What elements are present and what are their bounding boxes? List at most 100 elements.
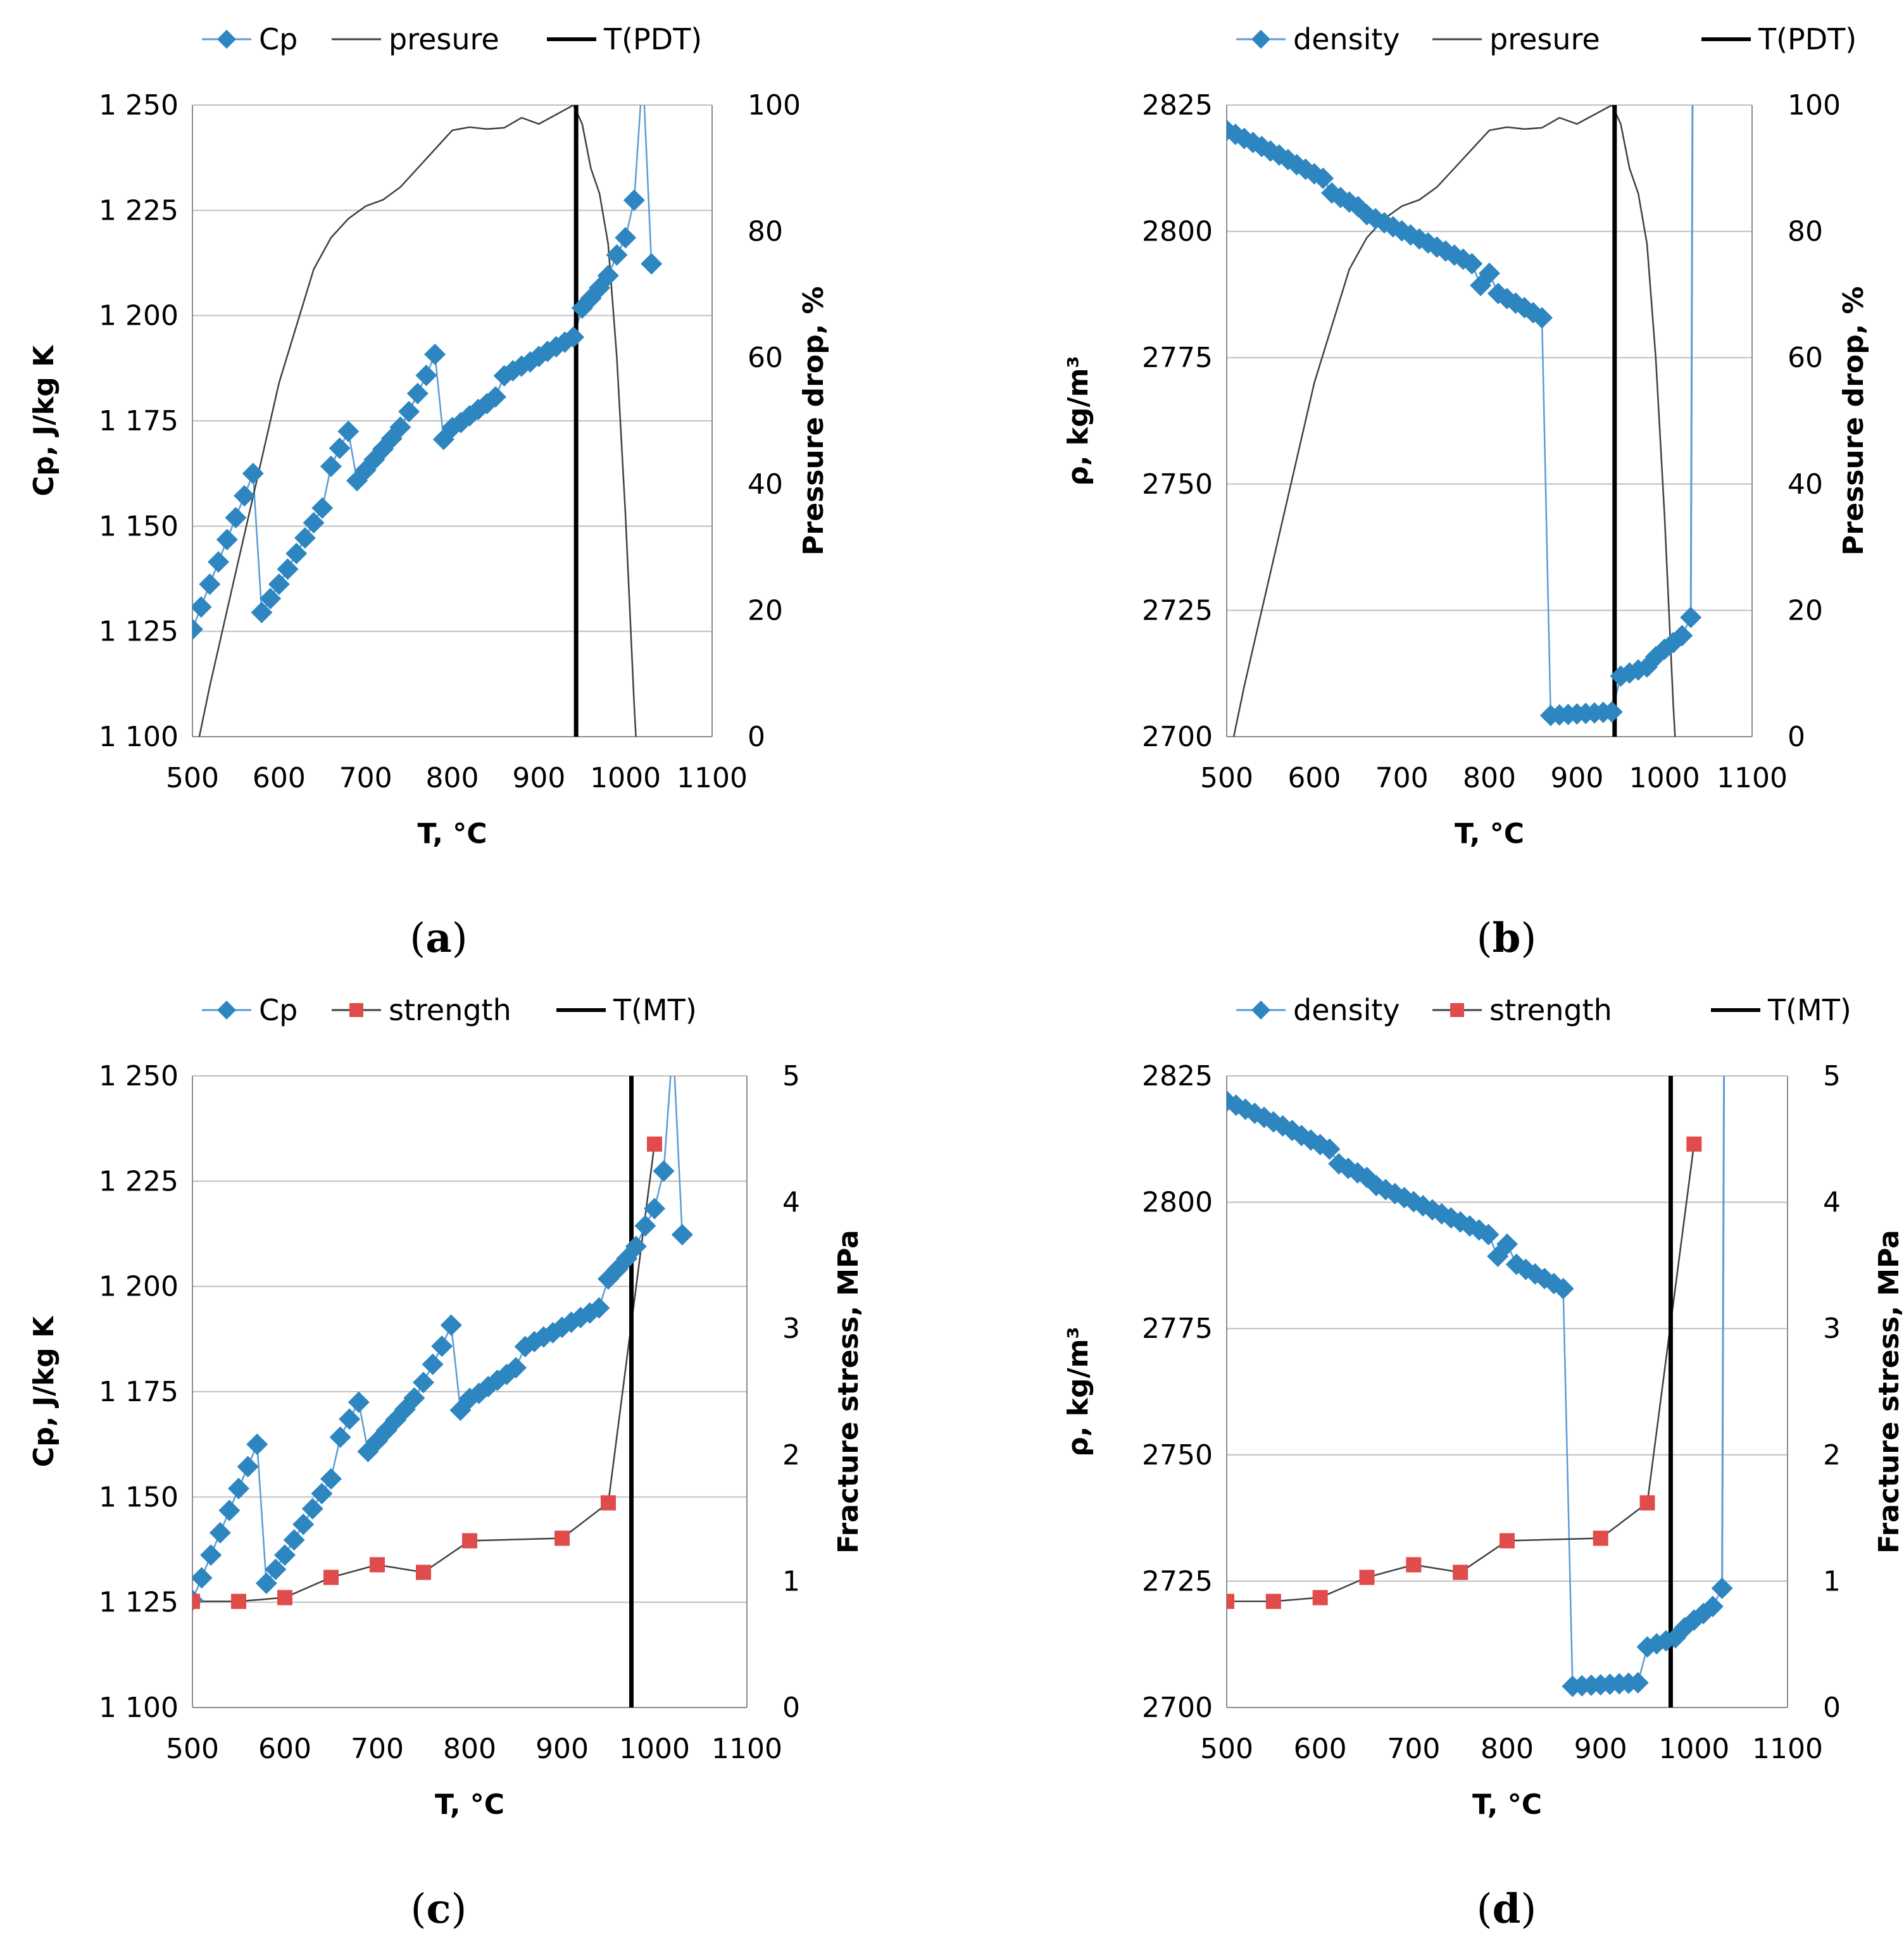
x-tick-label: 600 [253, 762, 306, 794]
x-tick-label: 1000 [590, 762, 661, 794]
data-point-Cp [415, 365, 437, 387]
y2-tick-label: 2 [782, 1439, 800, 1471]
data-point-Cp [246, 1433, 268, 1456]
data-point-Cp [303, 512, 325, 534]
legend-marker [1251, 1001, 1270, 1020]
data-point-Cp [644, 1197, 665, 1220]
legend-marker [1251, 30, 1270, 49]
x-tick-label: 800 [1481, 1733, 1534, 1765]
x-tick-label: 1100 [1717, 762, 1788, 794]
legend-label: Cp [259, 993, 298, 1027]
y2-tick-label: 1 [1823, 1565, 1841, 1597]
y2-tick-label: 0 [1788, 721, 1805, 753]
data-point-Cp [440, 1314, 462, 1336]
series-line-density-spike [1689, 105, 1694, 618]
panel-caption: (b) [1477, 915, 1537, 962]
chart-panel-a: 1 100 1 125 1 150 1 175 1 200 1 225 1 250 0 20 40… [28, 22, 830, 962]
x-tick-label: 900 [512, 762, 565, 794]
data-point-Cp [634, 1214, 656, 1237]
y2-tick-label: 100 [748, 89, 801, 122]
y2-tick-label: 0 [748, 721, 765, 753]
data-point-Cp [285, 542, 308, 565]
y-tick-label: 1 175 [99, 405, 178, 437]
panel-caption: (c) [411, 1885, 467, 1933]
plot-area [1227, 105, 1702, 737]
legend-label: T(MT) [613, 993, 697, 1027]
data-point-density [1496, 1233, 1518, 1255]
y2-tick-label: 20 [1788, 594, 1823, 627]
y-axis-title: ρ, kg/m³ [1062, 356, 1094, 485]
data-point-density [1318, 1138, 1341, 1160]
legend-item: T(MT) [556, 993, 697, 1027]
data-point-Cp [216, 528, 238, 551]
chart-panel-d: 2700 2725 2750 2775 2800 2825 0 1 2 3 4 5 500 600 700 8… [1062, 993, 1904, 1933]
y2-tick-label: 4 [1823, 1187, 1841, 1219]
y2-axis-title: Fracture stress, MPa [832, 1230, 865, 1554]
data-point-Cp [389, 416, 411, 438]
legend-label: density [1293, 993, 1400, 1027]
data-point-Cp [218, 1499, 241, 1521]
y-tick-label: 1 250 [99, 89, 178, 122]
y2-axis-title: Fracture stress, MPa [1873, 1230, 1904, 1554]
data-point-Cp [311, 497, 334, 519]
x-tick-label: 1000 [619, 1733, 690, 1765]
x-tick-label: 700 [1387, 1733, 1440, 1765]
y-axis-title: Cp, J/kg K [28, 1315, 60, 1467]
data-point-density [1227, 1094, 1247, 1116]
panel-caption-letter: c [427, 1885, 451, 1933]
y-tick-label: 1 100 [99, 721, 178, 753]
data-point-density [1461, 253, 1483, 275]
series-line-Cp [192, 105, 653, 630]
panel-caption-letter: d [1493, 1885, 1521, 1933]
y-tick-label: 2775 [1142, 342, 1213, 374]
data-point-Cp [251, 601, 273, 623]
data-point-Cp [398, 401, 420, 423]
x-tick-label: 1000 [1658, 1733, 1729, 1765]
data-point-density [1680, 606, 1702, 628]
y-tick-label: 2775 [1142, 1313, 1213, 1345]
series-line-strength [192, 1144, 656, 1602]
x-tick-label: 900 [1550, 762, 1603, 794]
series-line-density-spike [1721, 1076, 1726, 1589]
data-point-Cp [329, 437, 351, 459]
y2-tick-label: 5 [782, 1060, 800, 1092]
data-point-Cp [413, 1371, 434, 1394]
data-point-Cp [632, 61, 654, 82]
data-point-Cp [277, 558, 299, 580]
legend: density presure T(PDT) [1236, 22, 1857, 56]
data-point-Cp [588, 1297, 610, 1319]
y2-tick-label: 0 [1823, 1692, 1841, 1724]
legend-item: T(PDT) [547, 22, 702, 56]
y2-tick-label: 5 [1823, 1060, 1841, 1092]
x-tick-label: 1100 [1752, 1733, 1823, 1765]
y2-axis-title: Pressure drop, % [1838, 286, 1870, 555]
data-point-Cp [192, 596, 212, 618]
data-point-Cp [422, 1353, 444, 1375]
data-point-Cp [431, 1335, 453, 1358]
legend-label: Cp [259, 22, 298, 56]
y2-tick-label: 80 [1788, 216, 1823, 248]
y-tick-label: 2725 [1142, 594, 1213, 627]
data-point-strength [1639, 1495, 1655, 1511]
legend-label: strength [389, 993, 511, 1027]
y-tick-label: 2700 [1142, 1692, 1213, 1724]
y-tick-label: 2825 [1142, 89, 1213, 122]
data-point-Cp [406, 382, 429, 404]
y-tick-label: 1 100 [99, 1692, 178, 1724]
data-point-density [1552, 1278, 1574, 1300]
legend: density strength T(MT) [1236, 993, 1851, 1027]
data-point-strength [323, 1570, 339, 1585]
data-point-Cp [283, 1529, 305, 1551]
x-tick-label: 1000 [1629, 762, 1700, 794]
legend-marker [217, 30, 236, 49]
data-point-density [1531, 307, 1553, 329]
data-point-density [1601, 701, 1623, 723]
y2-tick-label: 100 [1788, 89, 1841, 122]
y2-tick-label: 60 [1788, 342, 1823, 374]
y-tick-label: 1 175 [99, 1376, 178, 1408]
y-tick-label: 2825 [1142, 1060, 1213, 1092]
y2-tick-label: 3 [1823, 1313, 1841, 1345]
legend-label: density [1293, 22, 1400, 56]
x-axis-title: T, °C [435, 1789, 504, 1821]
